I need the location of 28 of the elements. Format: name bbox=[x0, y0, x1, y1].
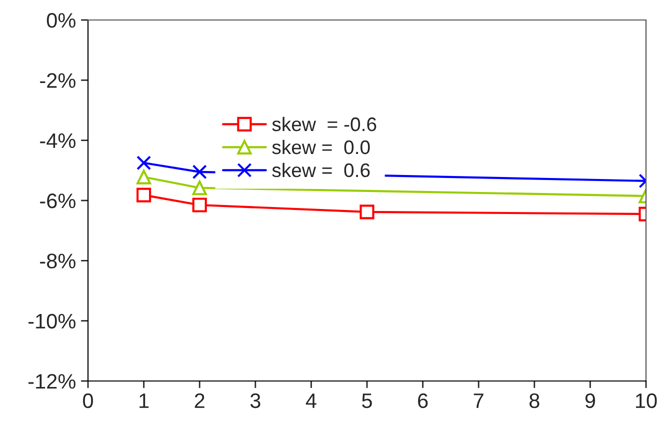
x-tick-label: 8 bbox=[530, 393, 540, 408]
y-tick-label: -8% bbox=[40, 254, 76, 268]
x-tick-label: 10 bbox=[636, 393, 657, 408]
x-tick-label: 3 bbox=[250, 393, 260, 408]
y-tick-label: 0% bbox=[46, 13, 76, 28]
y-tick-label: -2% bbox=[40, 73, 76, 88]
point bbox=[360, 204, 374, 220]
point bbox=[192, 164, 207, 180]
point bbox=[192, 198, 207, 212]
y-tick-label: -6% bbox=[40, 194, 76, 208]
legend-label: skew = 0.6 bbox=[272, 162, 370, 178]
x-tick-label: 4 bbox=[306, 394, 316, 408]
point bbox=[136, 188, 152, 202]
point bbox=[192, 180, 207, 196]
x-tick-label: 1 bbox=[140, 394, 149, 408]
x-tick-label: 9 bbox=[585, 393, 596, 408]
x-tick-label: 5 bbox=[362, 394, 372, 408]
y-tick-label: -10% bbox=[28, 314, 76, 329]
y-tick-label: -12% bbox=[28, 374, 76, 389]
point bbox=[136, 156, 152, 170]
point bbox=[136, 170, 152, 184]
y-tick-label: -4% bbox=[40, 133, 76, 148]
x-tick-label: 2 bbox=[194, 393, 204, 408]
legend-label: skew = 0.0 bbox=[272, 140, 370, 154]
x-tick-label: 0 bbox=[83, 393, 93, 408]
x-tick-label: 7 bbox=[474, 394, 484, 408]
x-tick-label: 6 bbox=[418, 393, 428, 408]
legend-label: skew = -0.6 bbox=[272, 116, 376, 132]
